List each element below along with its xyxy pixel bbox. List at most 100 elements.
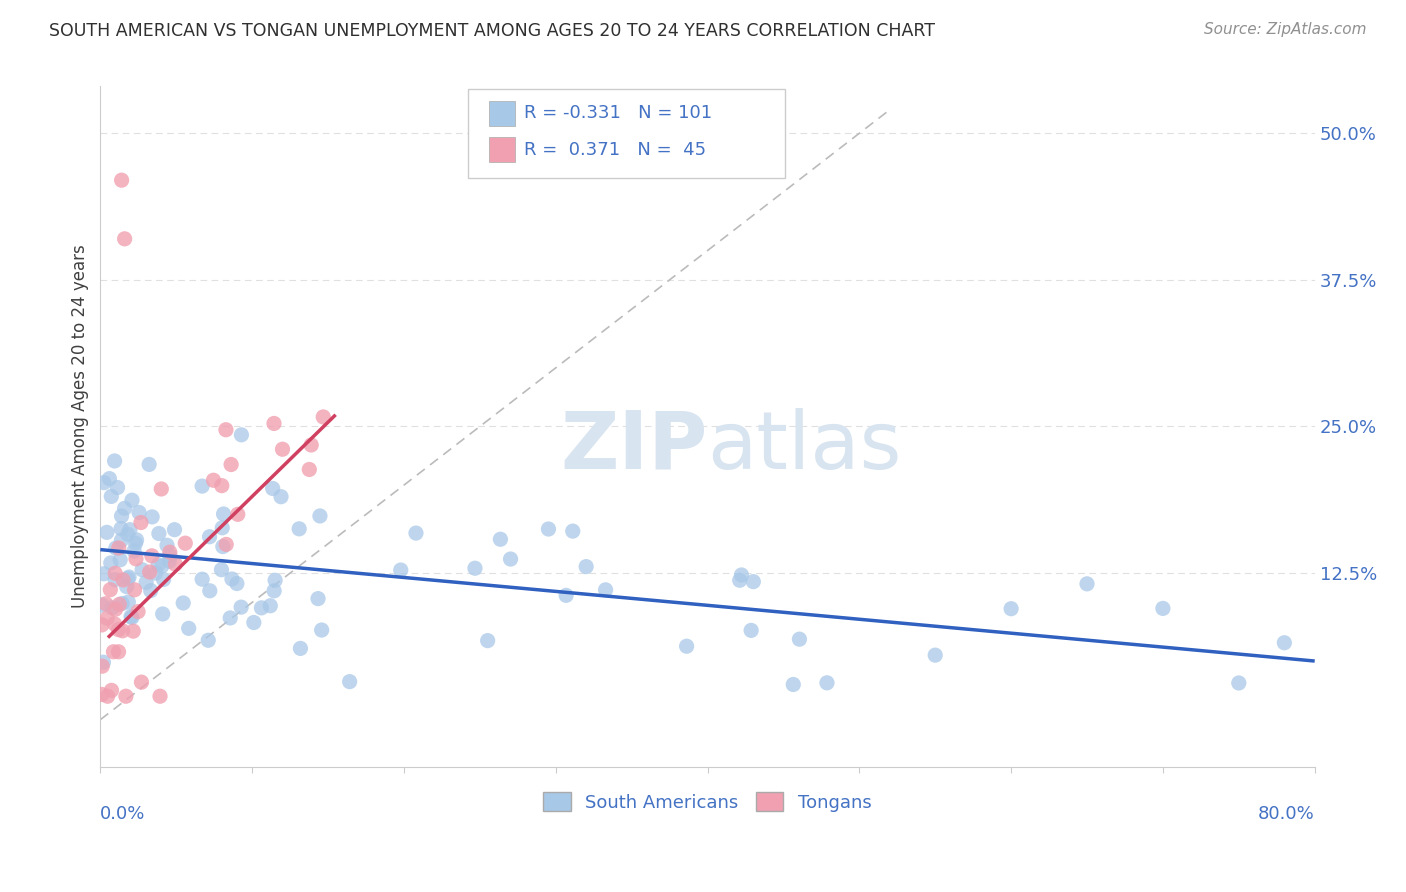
Point [111,597,134,611]
Point [104,616,127,631]
Point [312,409,335,424]
Point [288,522,311,536]
Point [131,675,153,690]
Point [94,597,117,611]
Point [152,607,174,621]
Point [730,568,752,582]
Legend: South Americans, Tongans: South Americans, Tongans [536,785,879,819]
Point [118,523,141,537]
Point [250,600,273,615]
Point [120,609,142,624]
Point [98,472,121,486]
Point [104,566,127,581]
Point [924,648,946,662]
Point [104,573,127,587]
Point [211,521,233,535]
Point [262,482,284,496]
Point [561,524,583,538]
Point [157,554,180,568]
Point [103,645,125,659]
Point [141,509,163,524]
Point [107,541,129,555]
Point [537,522,560,536]
Y-axis label: Unemployment Among Ages 20 to 24 years: Unemployment Among Ages 20 to 24 years [72,244,89,608]
Point [742,574,765,589]
Point [389,563,412,577]
Point [139,583,162,598]
Point [121,493,143,508]
Point [107,645,129,659]
Point [1227,676,1250,690]
Point [101,600,124,615]
Point [202,473,225,487]
Point [98,582,121,597]
Point [131,563,153,577]
Point [108,598,131,612]
Point [107,481,129,495]
Point [191,479,214,493]
Point [1000,601,1022,615]
Point [339,674,361,689]
Point [298,462,321,476]
Point [135,575,157,590]
Point [1152,601,1174,615]
Point [128,506,150,520]
Point [159,549,181,563]
Point [270,490,292,504]
Point [263,583,285,598]
Point [815,675,838,690]
Point [789,632,811,647]
Text: 80.0%: 80.0% [1258,805,1315,823]
Point [177,621,200,635]
Point [309,508,332,523]
Point [174,536,197,550]
Point [115,690,138,704]
Point [90,688,112,702]
Point [675,639,697,653]
Point [405,526,427,541]
Point [90,598,112,612]
Point [104,541,127,555]
Point [117,572,139,586]
Point [163,523,186,537]
Point [555,588,578,602]
Point [138,565,160,579]
Point [264,574,287,588]
Text: 0.0%: 0.0% [100,805,146,823]
Point [150,559,173,574]
Point [127,605,149,619]
Point [152,573,174,587]
Point [1076,577,1098,591]
Point [124,582,146,597]
Point [575,559,598,574]
Point [149,690,172,704]
Text: SOUTH AMERICAN VS TONGAN UNEMPLOYMENT AMONG AGES 20 TO 24 YEARS CORRELATION CHAR: SOUTH AMERICAN VS TONGAN UNEMPLOYMENT AM… [49,22,935,40]
Point [311,623,333,637]
Point [104,602,127,616]
Point [125,533,148,547]
Point [114,501,136,516]
Point [129,516,152,530]
Text: ZIP: ZIP [560,408,707,486]
Point [96,611,118,625]
Point [125,551,148,566]
Point [107,623,129,637]
Point [93,566,115,581]
Point [464,561,486,575]
Point [118,570,141,584]
Point [145,566,167,581]
Point [124,536,146,550]
Point [198,583,221,598]
Point [231,600,253,615]
Point [219,611,242,625]
Point [117,527,139,541]
Point [100,490,122,504]
Point [122,544,145,558]
Point [93,475,115,490]
Point [226,508,249,522]
Point [172,596,194,610]
Point [96,525,118,540]
Point [110,508,132,523]
Point [211,540,233,554]
Text: R = -0.331   N = 101: R = -0.331 N = 101 [524,104,713,122]
